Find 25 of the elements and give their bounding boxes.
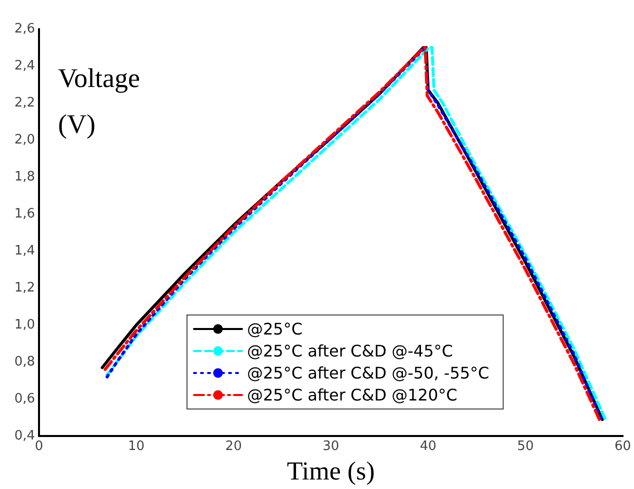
y-tick-label: 1,8 bbox=[14, 170, 35, 185]
y-tick-label: 2,6 bbox=[14, 22, 35, 36]
y-tick-label: 0,4 bbox=[14, 428, 35, 444]
x-tick-label: 60 bbox=[614, 439, 631, 454]
x-tick-label: 10 bbox=[128, 439, 145, 454]
y-tick-label: 2,2 bbox=[14, 96, 35, 111]
y-tick-label: 2,4 bbox=[14, 58, 35, 74]
x-tick-label: 40 bbox=[420, 439, 436, 454]
y-tick-label: 0,6 bbox=[14, 392, 35, 407]
y-tick-label: 1,0 bbox=[14, 318, 35, 333]
x-tick-label: 30 bbox=[322, 439, 340, 454]
legend-label: @25°C after C&D @120°C bbox=[247, 386, 458, 404]
x-tick-label: 20 bbox=[225, 439, 242, 454]
legend-label: @25°C after C&D @-50, -55°C bbox=[247, 364, 490, 382]
x-axis-title: Time (s) bbox=[286, 456, 375, 486]
y-tick-label: 2,0 bbox=[14, 132, 35, 148]
y-axis-title: Voltage (V) bbox=[58, 63, 140, 139]
legend-label: @25°C after C&D @-45°C bbox=[247, 342, 453, 360]
legend-label: @25°C bbox=[247, 320, 303, 338]
y-tick-label: 1,4 bbox=[14, 244, 35, 259]
y-tick-label: 1,2 bbox=[14, 280, 35, 296]
x-tick-label: 0 bbox=[34, 439, 44, 454]
x-tick-label: 50 bbox=[517, 439, 534, 454]
y-tick-label: 1,6 bbox=[14, 206, 35, 222]
y-tick-label: 0,8 bbox=[14, 354, 35, 370]
